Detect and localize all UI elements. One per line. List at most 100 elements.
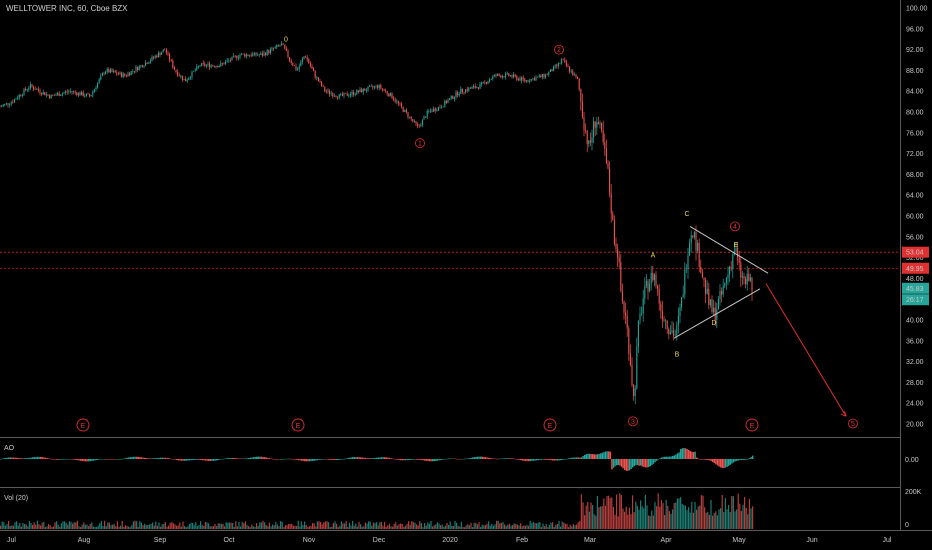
ao-bar	[348, 457, 351, 459]
volume-bar	[508, 523, 510, 529]
volume-bar	[211, 526, 213, 529]
price-axis[interactable]: 100.00 96.00 92.00 88.00 84.00 80.00 76.00 72.0…	[906, 6, 928, 429]
volume-bar	[702, 495, 704, 529]
ao-bar	[160, 457, 162, 459]
candle-body	[519, 78, 521, 81]
ao-bar	[704, 459, 706, 460]
volume-bar	[409, 524, 411, 529]
ao-bar	[24, 458, 26, 459]
volume-bar	[416, 524, 418, 529]
ao-bar	[158, 457, 160, 459]
ao-bar	[548, 459, 551, 461]
ao-bar	[692, 451, 695, 459]
ao-bar	[126, 457, 128, 459]
candle-body	[359, 89, 361, 92]
ao-bar	[379, 457, 381, 459]
volume-bar	[80, 527, 82, 529]
candle-body	[369, 86, 371, 87]
ao-bar	[8, 457, 10, 459]
earnings-marker-label: E	[81, 423, 86, 430]
candle-body	[533, 78, 535, 81]
ao-bar	[524, 459, 527, 462]
time-tick-label: Aug	[78, 537, 91, 544]
volume-bar	[462, 526, 464, 529]
volume-bar	[62, 521, 64, 529]
volume-bar	[374, 522, 376, 529]
candle-body	[383, 89, 385, 91]
volume-bar	[568, 527, 570, 529]
volume-title[interactable]: Vol (20)	[4, 495, 28, 502]
candle-body	[87, 93, 89, 95]
volume-bar	[382, 525, 384, 529]
candle-body	[321, 81, 323, 87]
volume-bar	[259, 522, 261, 529]
candle-body	[729, 267, 731, 275]
ao-bar	[374, 457, 376, 459]
volume-bar	[164, 522, 166, 529]
time-axis[interactable]: Jul Aug Sep Oct Nov Dec 2020 Feb Mar Apr May Jun Jul	[7, 537, 892, 544]
ao-bar	[19, 458, 21, 459]
candle-body	[546, 74, 548, 76]
volume-bar	[580, 494, 582, 529]
volume-bar	[494, 524, 496, 529]
ao-bar	[697, 458, 699, 459]
ao-bar	[614, 459, 616, 467]
wave-label-circle	[848, 418, 858, 429]
volume-bar	[564, 523, 566, 529]
ao-bar	[710, 459, 712, 461]
candle-body	[570, 71, 572, 72]
candle-body	[207, 63, 209, 65]
ao-bar	[140, 457, 143, 459]
candle-body	[292, 62, 294, 66]
ao-bar	[102, 459, 104, 460]
volume-bar	[267, 526, 269, 529]
price-tick-label: 68.00	[906, 172, 924, 179]
ao-bar	[132, 456, 135, 459]
volume-bar	[230, 522, 232, 529]
candle-body	[711, 299, 713, 313]
wave-labels: 0 2 1 3 4 5 A B C D E	[284, 37, 858, 429]
volume-bar	[560, 526, 562, 529]
ao-bar	[129, 457, 131, 459]
candle-body	[551, 69, 553, 72]
ao-bar	[137, 456, 139, 459]
time-tick-label: Feb	[516, 537, 528, 544]
ao-bar	[163, 457, 165, 459]
volume-bar	[214, 524, 216, 529]
volume-bar	[300, 521, 302, 529]
candle-body	[53, 95, 55, 96]
ao-bar	[214, 459, 216, 461]
ao-bar	[38, 456, 40, 459]
ao-title[interactable]: AO	[4, 445, 15, 452]
volume-bar	[531, 523, 533, 529]
ao-bar	[196, 459, 199, 460]
volume-bar	[656, 506, 658, 529]
candle-body	[330, 93, 332, 95]
volume-bar	[668, 511, 670, 529]
volume-bar	[17, 525, 19, 529]
candle-body	[604, 142, 606, 149]
candle-body	[265, 52, 267, 56]
ao-bar	[457, 458, 459, 460]
ao-bar	[150, 458, 152, 459]
ao-bar	[416, 459, 418, 460]
volume-bar	[521, 526, 523, 529]
volume-bar	[289, 524, 291, 529]
candle-body	[460, 88, 462, 94]
candle-body	[303, 56, 305, 60]
volume-bar	[576, 524, 578, 529]
volume-bar	[169, 522, 171, 529]
ao-bar	[707, 459, 709, 460]
volume-bar	[99, 523, 101, 529]
volume-bar	[36, 520, 38, 529]
candle-body	[428, 110, 430, 112]
candle-body	[324, 86, 326, 92]
candle-body	[681, 297, 683, 307]
volume-bar	[747, 514, 749, 529]
volume-bar	[4, 525, 6, 529]
candle-body	[145, 62, 147, 66]
ao-bar	[36, 456, 39, 459]
candle-body	[489, 79, 491, 82]
